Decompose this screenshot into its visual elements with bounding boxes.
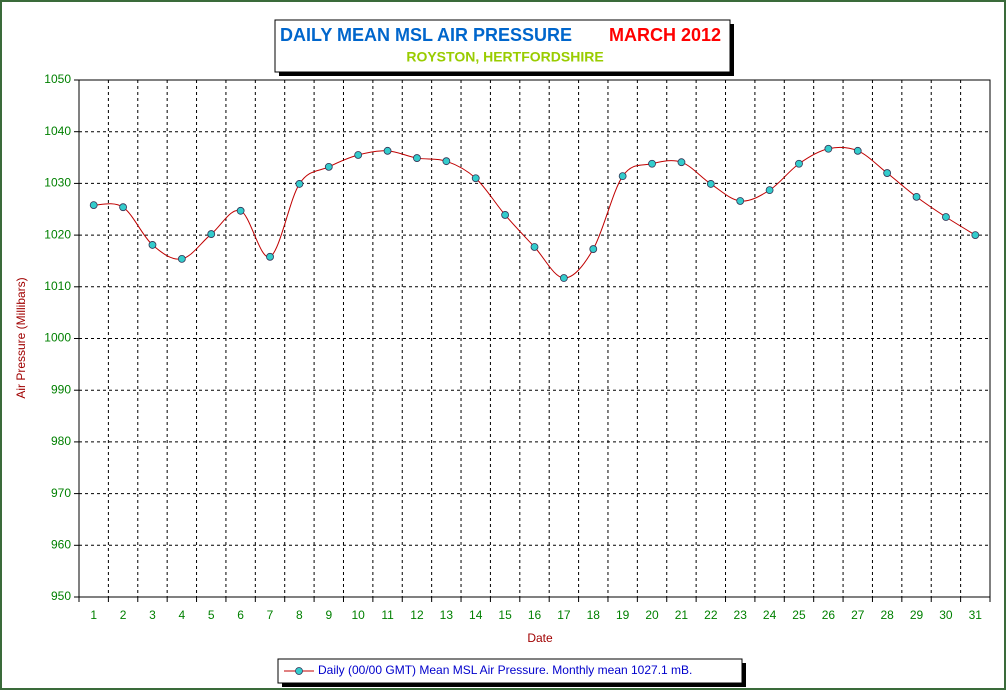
data-point xyxy=(501,211,510,219)
legend-box xyxy=(277,658,743,684)
x-tick-label: 1 xyxy=(90,608,97,622)
data-point xyxy=(706,180,715,188)
x-tick-label: 15 xyxy=(498,608,512,622)
x-tick-label: 8 xyxy=(296,608,303,622)
data-point xyxy=(824,144,833,153)
data-point xyxy=(795,159,803,168)
x-tick-label: 6 xyxy=(237,608,244,622)
data-point xyxy=(266,252,274,261)
x-tick-label: 12 xyxy=(410,608,424,622)
data-point xyxy=(177,254,186,263)
x-tick-label: 10 xyxy=(351,608,365,622)
data-point xyxy=(971,231,980,240)
data-point xyxy=(853,146,862,155)
x-tick-label: 23 xyxy=(734,608,748,622)
x-tick-label: 29 xyxy=(910,608,924,622)
data-point xyxy=(648,159,656,168)
y-tick-label: 960 xyxy=(51,537,71,551)
data-point xyxy=(324,162,333,171)
legend-marker xyxy=(295,667,303,675)
x-tick-label: 14 xyxy=(469,608,483,622)
data-point xyxy=(89,201,98,210)
data-point xyxy=(912,192,921,201)
data-point xyxy=(530,243,539,251)
data-point xyxy=(471,174,480,183)
y-tick-label: 1020 xyxy=(44,227,71,241)
legend-label: Daily (00/00 GMT) Mean MSL Air Pressure.… xyxy=(318,663,692,677)
y-tick-label: 1010 xyxy=(44,279,71,293)
y-tick-label: 980 xyxy=(51,434,71,448)
data-point xyxy=(736,197,745,205)
chart-title-period: MARCH 2012 xyxy=(609,25,721,45)
x-tick-label: 25 xyxy=(792,608,806,622)
x-tick-label: 7 xyxy=(267,608,274,622)
x-tick-label: 2 xyxy=(120,608,127,622)
data-point xyxy=(442,157,451,166)
x-tick-label: 18 xyxy=(587,608,601,622)
x-tick-label: 24 xyxy=(763,608,777,622)
x-tick-label: 13 xyxy=(440,608,454,622)
data-point xyxy=(677,158,686,167)
x-tick-label: 20 xyxy=(645,608,659,622)
x-tick-label: 26 xyxy=(822,608,836,622)
data-point xyxy=(765,186,774,195)
data-point xyxy=(942,213,950,221)
chart-title: DAILY MEAN MSL AIR PRESSURE xyxy=(280,25,572,45)
y-axis-label: Air Pressure (Millibars) xyxy=(14,277,28,398)
data-point xyxy=(589,245,598,253)
x-tick-label: 31 xyxy=(969,608,983,622)
data-point xyxy=(119,203,127,212)
x-tick-label: 5 xyxy=(208,608,215,622)
data-point xyxy=(413,154,421,162)
data-point xyxy=(559,274,568,282)
x-tick-label: 28 xyxy=(880,608,894,622)
chart-subtitle: ROYSTON, HERTFORDSHIRE xyxy=(406,49,603,65)
y-tick-label: 990 xyxy=(51,382,71,396)
x-tick-label: 4 xyxy=(179,608,186,622)
title-box xyxy=(274,19,731,73)
x-tick-label: 11 xyxy=(381,608,394,622)
data-point xyxy=(383,146,392,155)
x-tick-label: 27 xyxy=(851,608,865,622)
data-point xyxy=(207,230,216,238)
data-point xyxy=(236,206,245,215)
data-point xyxy=(354,151,363,159)
y-tick-label: 950 xyxy=(51,589,71,603)
x-tick-label: 21 xyxy=(675,608,689,622)
y-tick-label: 1000 xyxy=(44,331,71,345)
x-tick-label: 17 xyxy=(557,608,571,622)
y-tick-label: 970 xyxy=(51,486,71,500)
x-axis-label: Date xyxy=(527,631,553,645)
data-point xyxy=(618,172,627,181)
x-tick-label: 19 xyxy=(616,608,630,622)
x-tick-label: 30 xyxy=(939,608,953,622)
y-tick-label: 1030 xyxy=(44,176,71,190)
data-point xyxy=(883,169,892,177)
x-tick-label: 3 xyxy=(149,608,156,622)
x-tick-label: 22 xyxy=(704,608,718,622)
data-point xyxy=(148,241,157,249)
x-tick-label: 9 xyxy=(325,608,332,622)
x-tick-label: 16 xyxy=(528,608,542,622)
y-tick-label: 1040 xyxy=(44,124,71,138)
data-point xyxy=(295,180,304,188)
y-tick-label: 1050 xyxy=(44,72,71,86)
